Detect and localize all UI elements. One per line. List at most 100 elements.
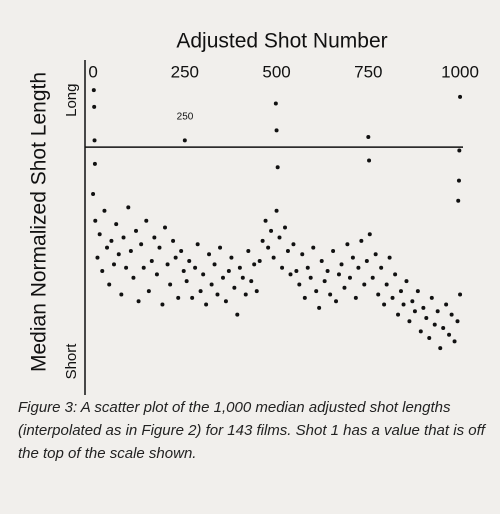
point <box>353 295 358 300</box>
point <box>212 262 217 267</box>
chart: Adjusted Shot Number Median Normalized S… <box>28 30 479 395</box>
point <box>283 225 288 230</box>
point <box>182 138 187 143</box>
point <box>325 269 330 274</box>
point <box>157 245 162 250</box>
point <box>257 259 262 263</box>
point <box>187 259 192 263</box>
point <box>373 252 378 257</box>
point <box>410 299 415 304</box>
point <box>274 208 279 213</box>
point <box>195 242 200 247</box>
point <box>201 272 206 277</box>
point <box>305 265 310 270</box>
point <box>252 262 257 267</box>
point <box>223 299 228 304</box>
point <box>243 292 248 297</box>
point <box>376 292 381 297</box>
point <box>204 302 209 307</box>
point <box>184 279 189 284</box>
point <box>364 259 369 263</box>
point <box>350 255 355 260</box>
point <box>390 295 395 300</box>
point <box>198 289 203 294</box>
point <box>382 302 387 307</box>
point <box>235 312 240 317</box>
point <box>97 232 102 237</box>
point <box>367 232 372 237</box>
point <box>190 295 195 300</box>
point <box>266 245 271 250</box>
x-tick-label: 500 <box>262 62 290 81</box>
point <box>237 265 242 270</box>
point <box>367 158 372 163</box>
point <box>317 305 322 310</box>
point <box>336 272 341 277</box>
point <box>146 289 151 294</box>
x-tick-label: 250 <box>171 62 199 81</box>
point <box>384 282 389 287</box>
point <box>128 248 133 253</box>
point <box>396 312 401 317</box>
point <box>109 238 114 243</box>
point <box>249 279 254 284</box>
point <box>215 292 220 297</box>
point <box>456 178 461 183</box>
point <box>285 248 290 253</box>
point <box>444 302 449 307</box>
point <box>452 339 457 344</box>
point <box>107 282 112 287</box>
point <box>291 242 296 247</box>
point <box>398 289 403 294</box>
point <box>93 218 98 223</box>
point <box>455 319 460 324</box>
x-tick-label: 0 <box>88 62 97 81</box>
caption: Figure 3: A scatter plot of the 1,000 me… <box>18 399 485 462</box>
point <box>119 292 124 297</box>
point <box>246 248 251 253</box>
point <box>456 198 461 203</box>
point <box>91 88 96 93</box>
point <box>300 252 305 257</box>
annotation: 250 <box>177 112 194 123</box>
point <box>393 272 398 277</box>
point <box>116 252 121 257</box>
point <box>168 282 173 287</box>
point <box>163 225 168 230</box>
point <box>418 329 423 334</box>
point <box>359 238 364 243</box>
point <box>280 265 285 270</box>
point <box>91 192 96 196</box>
point <box>218 245 223 250</box>
point <box>220 275 225 280</box>
point <box>95 255 100 260</box>
point <box>429 295 434 300</box>
point <box>432 322 437 327</box>
point <box>179 248 184 253</box>
point <box>152 235 157 240</box>
point <box>435 309 440 314</box>
point <box>447 332 452 337</box>
point <box>136 299 141 304</box>
point <box>421 305 426 310</box>
point <box>273 101 278 106</box>
point <box>105 245 110 250</box>
y-tick-label: Long <box>63 84 80 117</box>
y-axis-label: Median Normalized Shot Length <box>28 72 51 372</box>
point <box>297 282 302 287</box>
point <box>92 104 97 109</box>
point <box>131 275 136 280</box>
point <box>345 242 350 247</box>
point <box>226 269 231 274</box>
x-tick-label: 1000 <box>441 62 479 81</box>
point <box>427 336 432 341</box>
point <box>407 319 412 324</box>
point <box>277 235 282 240</box>
point <box>171 238 176 243</box>
point <box>193 265 198 270</box>
point <box>176 295 181 300</box>
point <box>173 255 178 260</box>
point <box>144 218 149 223</box>
point <box>269 228 274 233</box>
